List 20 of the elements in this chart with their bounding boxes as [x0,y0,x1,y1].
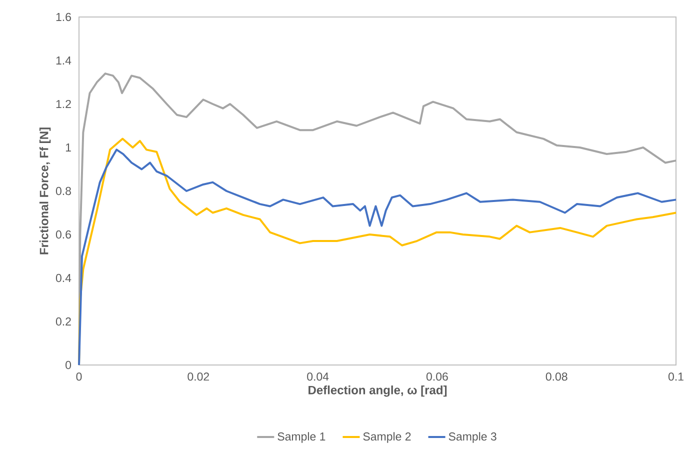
y-axis-title: Frictional Force, Ff [N] [39,128,51,254]
y-tick-label: 1 [66,144,71,152]
x-tick-label: 0 [76,372,82,381]
y-tick-label: 0.8 [56,186,71,196]
y-tick-label: 0.2 [56,317,71,326]
x-tick-label: 0.1 [668,372,684,381]
x-tick-label: 0.04 [307,372,329,381]
legend-label: Sample 2 [363,432,411,443]
x-tick-label: 0.08 [546,372,568,381]
x-tick-label: 0.02 [188,372,210,381]
y-tick-label: 1.6 [56,12,71,22]
x-axis-title: Deflection angle, ω [rad] [308,385,447,397]
legend-label: Sample 1 [278,432,326,443]
x-tick-label: 0.06 [426,372,448,381]
legend-label: Sample 3 [448,432,496,443]
y-tick-label: 0.6 [56,230,71,239]
y-tick-label: 0 [66,360,72,370]
y-tick-label: 1.2 [56,100,71,108]
y-tick-label: 0.4 [56,274,72,282]
y-tick-label: 1.4 [56,56,72,64]
